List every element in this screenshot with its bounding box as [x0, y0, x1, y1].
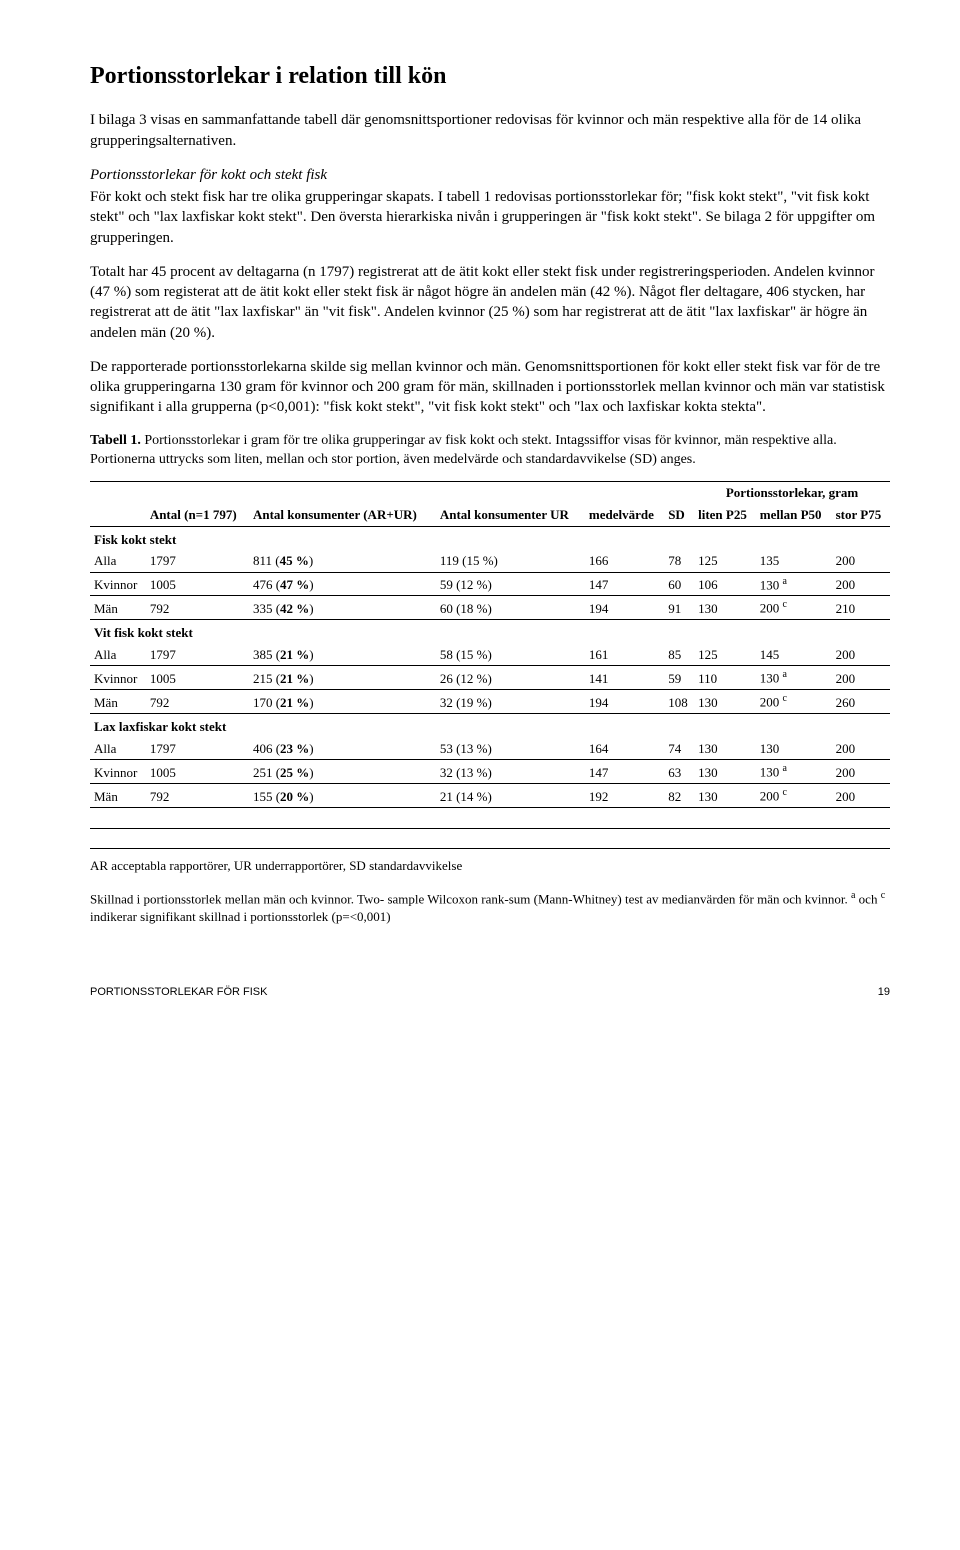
paragraph-2: För kokt och stekt fisk har tre olika gr…: [90, 187, 890, 248]
footer-left: PORTIONSSTORLEKAR FÖR FISK: [90, 985, 267, 1000]
table-row: Män792335 (42 %)60 (18 %)19491130200 c21…: [90, 596, 890, 620]
table-row: Alla1797385 (21 %)58 (15 %)1618512514520…: [90, 644, 890, 666]
col-header: Antal (n=1 797): [146, 504, 249, 526]
table-row: Kvinnor1005251 (25 %)32 (13 %)1476313013…: [90, 760, 890, 784]
col-header: liten P25: [694, 504, 756, 526]
paragraph-1: I bilaga 3 visas en sammanfattande tabel…: [90, 110, 890, 151]
table-super-header: Portionsstorlekar, gram: [694, 482, 890, 504]
col-header: Antal konsumenter UR: [436, 504, 585, 526]
footnote-2: Skillnad i portionsstorlek mellan män oc…: [90, 889, 890, 925]
col-header: Antal konsumenter (AR+UR): [249, 504, 436, 526]
table-row: Alla1797406 (23 %)53 (13 %)1647413013020…: [90, 738, 890, 760]
table-row: Alla1797811 (45 %)119 (15 %)166781251352…: [90, 550, 890, 572]
paragraph-3: Totalt har 45 procent av deltagarna (n 1…: [90, 262, 890, 343]
table-caption: Tabell 1. Portionsstorlekar i gram för t…: [90, 432, 890, 470]
table-caption-bold: Tabell 1.: [90, 433, 141, 448]
footnote-1: AR acceptabla rapportörer, UR underrappo…: [90, 857, 890, 875]
section-title: Fisk kokt stekt: [90, 526, 890, 550]
col-header: SD: [664, 504, 694, 526]
table-caption-rest: Portionsstorlekar i gram för tre olika g…: [90, 433, 837, 467]
col-header: [90, 504, 146, 526]
paragraph-4: De rapporterade portionsstorlekarna skil…: [90, 357, 890, 418]
page-footer: PORTIONSSTORLEKAR FÖR FISK 19: [90, 985, 890, 1000]
table-row: Män792170 (21 %)32 (19 %)194108130200 c2…: [90, 690, 890, 714]
footer-right: 19: [878, 985, 890, 1000]
section-title: Lax laxfiskar kokt stekt: [90, 714, 890, 738]
col-header: medelvärde: [585, 504, 664, 526]
section-title: Vit fisk kokt stekt: [90, 620, 890, 644]
table-row: Kvinnor1005215 (21 %)26 (12 %)1415911013…: [90, 666, 890, 690]
table-row: Män792155 (20 %)21 (14 %)19282130200 c20…: [90, 784, 890, 808]
data-table: Portionsstorlekar, gram Antal (n=1 797) …: [90, 481, 890, 849]
col-header: stor P75: [832, 504, 890, 526]
table-row: Kvinnor1005476 (47 %)59 (12 %)1476010613…: [90, 572, 890, 596]
col-header: mellan P50: [756, 504, 832, 526]
subheading-1: Portionsstorlekar för kokt och stekt fis…: [90, 165, 890, 185]
page-heading: Portionsstorlekar i relation till kön: [90, 60, 890, 92]
